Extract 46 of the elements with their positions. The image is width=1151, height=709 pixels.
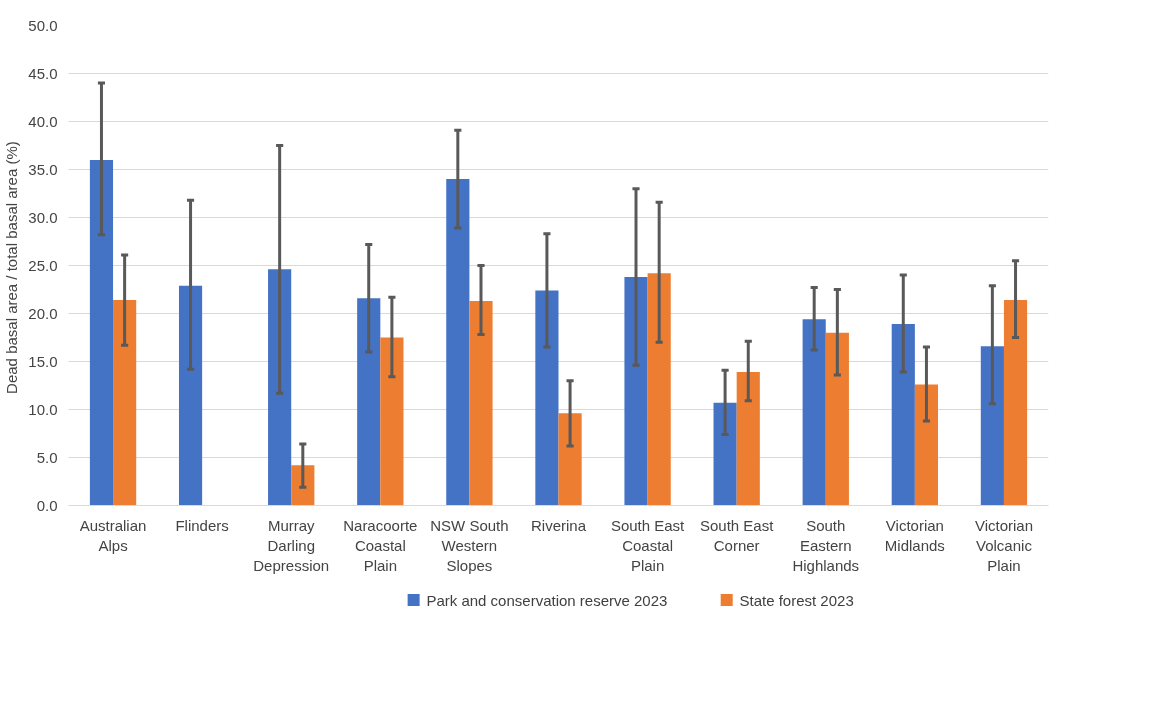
bar	[535, 290, 559, 506]
bar	[980, 346, 1004, 506]
x-tick-label: Victorian Midlands	[884, 516, 945, 554]
bar	[802, 319, 826, 506]
y-tick-label: 25.0	[28, 256, 58, 274]
y-tick-label: 40.0	[28, 112, 58, 130]
x-tick-label: Murray Darling Depression	[253, 516, 330, 575]
y-tick-label: 50.0	[28, 16, 58, 34]
bar	[178, 285, 203, 506]
x-tick-label: Flinders	[175, 516, 229, 534]
y-tick-label: 15.0	[28, 352, 58, 370]
x-tick-label: South East Coastal Plain	[610, 516, 686, 575]
bar	[268, 269, 292, 506]
y-tick-label: 20.0	[28, 304, 58, 322]
legend-label: Park and conservation reserve 2023	[426, 591, 668, 609]
x-tick-label: Naracoorte Coastal Plain	[343, 516, 418, 575]
bar	[891, 324, 915, 506]
bar	[89, 159, 114, 506]
bar	[825, 332, 849, 506]
bar	[558, 413, 582, 506]
bar	[1003, 300, 1028, 506]
legend-label: State forest 2023	[739, 591, 854, 609]
x-tick-label: Victorian Volcanic Plain	[974, 516, 1033, 575]
x-tick-label: NSW South Western Slopes	[430, 516, 509, 575]
bar	[291, 465, 315, 506]
y-tick-label: 45.0	[28, 64, 58, 82]
y-tick-label: 35.0	[28, 160, 58, 178]
y-tick-label: 10.0	[28, 400, 58, 418]
y-tick-label: 0.0	[36, 496, 58, 514]
x-tick-label: Australian Alps	[79, 516, 147, 554]
x-tick-label: Riverina	[530, 516, 587, 534]
bar	[446, 179, 470, 506]
bar	[713, 402, 737, 506]
bar	[736, 372, 760, 506]
bar	[113, 300, 137, 506]
bar	[624, 277, 648, 506]
y-tick-label: 5.0	[36, 448, 58, 466]
y-tick-label: 30.0	[28, 208, 58, 226]
bar	[914, 384, 939, 506]
bar	[469, 301, 493, 506]
x-tick-label: South East Corner	[699, 516, 775, 554]
y-axis-title: Dead basal area / total basal area (%)	[3, 141, 21, 394]
bar	[380, 337, 404, 506]
bar	[647, 273, 671, 506]
x-tick-label: South Eastern Highlands	[792, 516, 860, 575]
bar	[357, 298, 381, 506]
